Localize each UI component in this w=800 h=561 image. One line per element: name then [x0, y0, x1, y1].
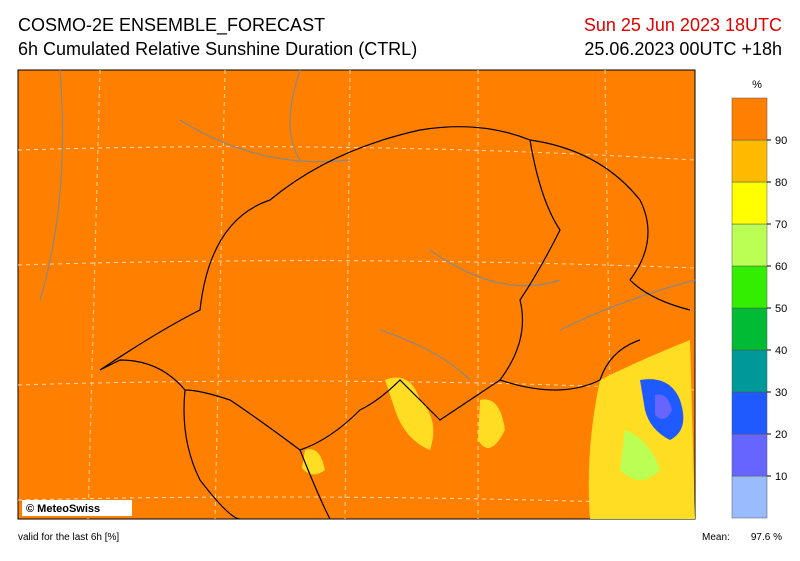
colorbar-tick-label: 20 — [775, 429, 787, 441]
colorbar-bin — [731, 349, 768, 393]
colorbar-bin — [731, 391, 768, 435]
colorbar-bin — [731, 139, 768, 183]
colorbar: % 10 20 30 40 50 60 70 80 90 — [731, 79, 787, 519]
title: COSMO-2E ENSEMBLE_FORECAST — [18, 15, 325, 36]
footer-note: valid for the last 6h [%] — [18, 532, 119, 543]
colorbar-bin — [731, 265, 768, 309]
mean-value: 97.6 % — [751, 532, 782, 543]
copyright-box — [22, 500, 132, 516]
colorbar-bin — [731, 433, 768, 477]
colorbar-tick-label: 50 — [775, 303, 787, 315]
borders-regional — [39, 69, 696, 381]
colorbar-bin — [731, 475, 768, 519]
low-sunshine-patches — [620, 379, 684, 480]
colorbar-bin — [731, 223, 768, 267]
colorbar-tick-label: 70 — [775, 219, 787, 231]
colorbar-tick-label: 60 — [775, 261, 787, 273]
colorbar-tick-label: 80 — [775, 177, 787, 189]
colorbar-tick-label: 10 — [775, 471, 787, 483]
colorbar-bin — [731, 181, 768, 225]
colorbar-tick-label: 30 — [775, 387, 787, 399]
colorbar-unit: % — [752, 79, 762, 91]
graticule — [17, 69, 696, 520]
colorbar-tick-label: 40 — [775, 345, 787, 357]
map: © MeteoSwiss — [17, 69, 696, 520]
run-time: 25.06.2023 00UTC +18h — [584, 39, 782, 59]
borders-national — [99, 126, 691, 520]
valid-time: Sun 25 Jun 2023 18UTC — [584, 15, 782, 35]
map-field — [17, 69, 696, 520]
colorbar-bin — [731, 97, 768, 141]
colorbar-tick-label: 90 — [775, 135, 787, 147]
mean-label: Mean: — [702, 532, 730, 543]
colorbar-bin — [731, 307, 768, 351]
subtitle: 6h Cumulated Relative Sunshine Duration … — [18, 39, 417, 59]
copyright: © MeteoSwiss — [26, 503, 100, 515]
